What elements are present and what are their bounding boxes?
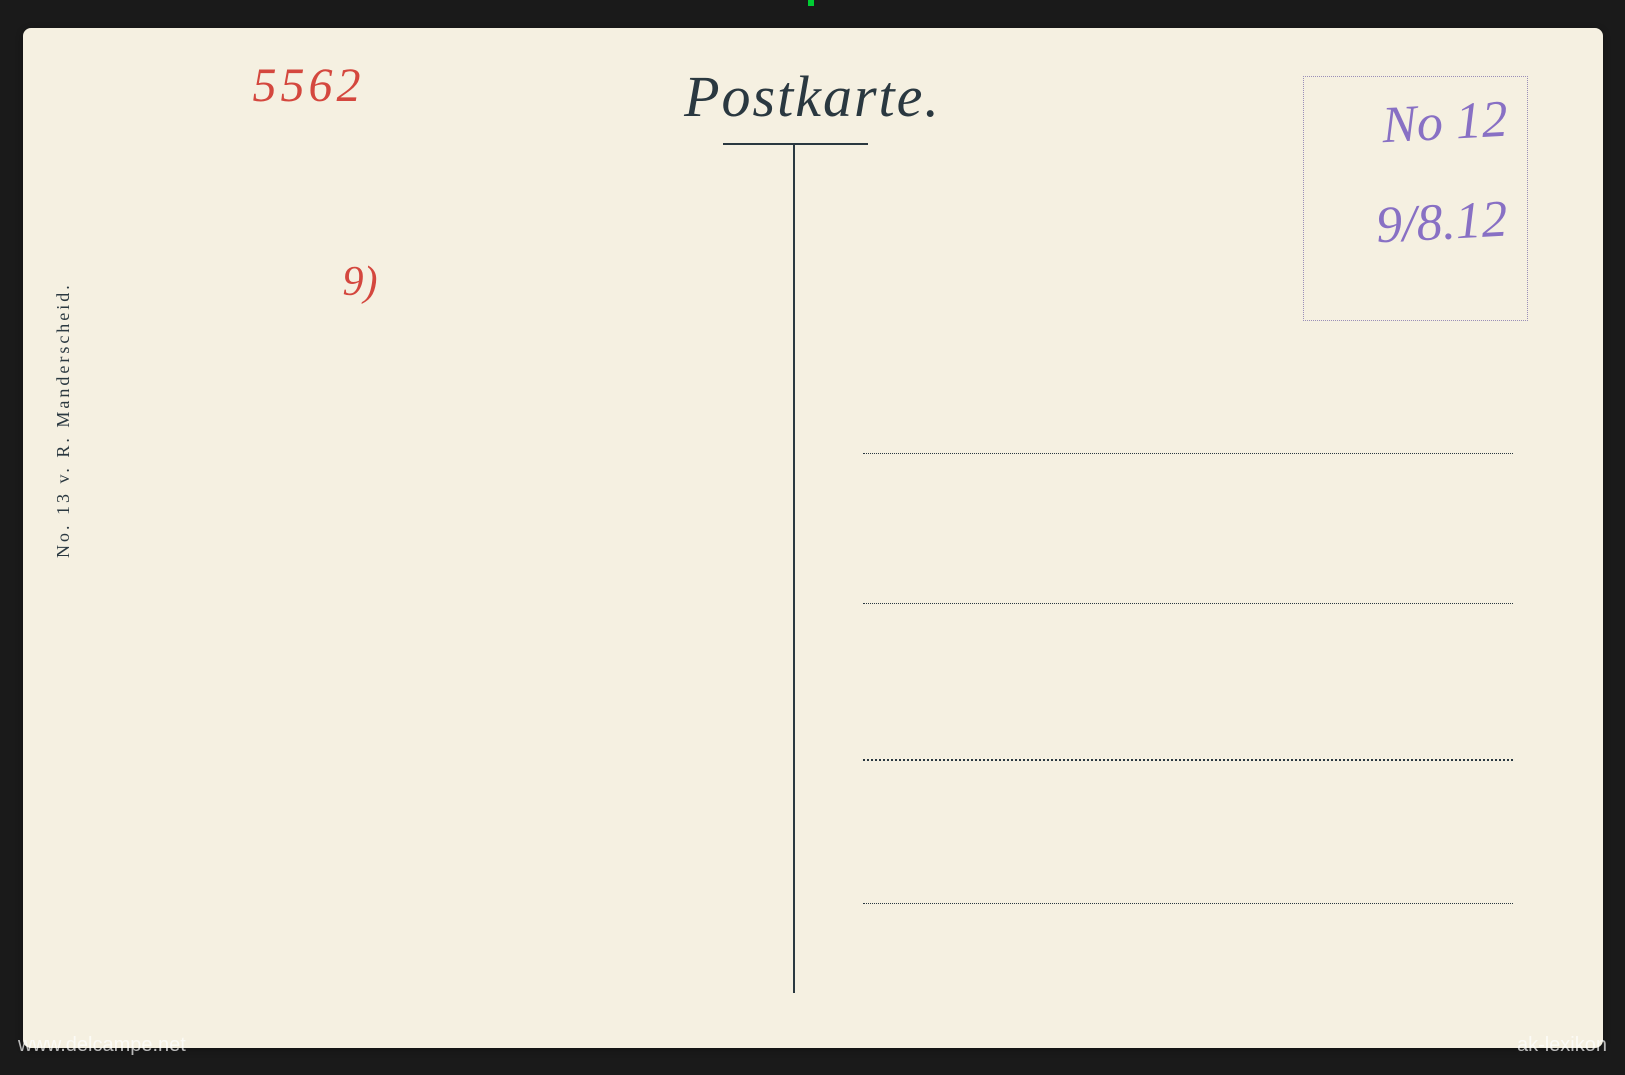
purple-handwriting-line2: 9/8.12 — [1375, 189, 1509, 255]
red-annotation-handwritten: 9) — [343, 258, 378, 306]
divider-top-bar — [723, 143, 868, 145]
postcard-title: Postkarte. — [684, 63, 941, 130]
postcard-back: Postkarte. 5562 9) No 12 9/8.12 No. 13 v… — [23, 28, 1603, 1048]
watermark-left: www.delcampe.net — [18, 1034, 186, 1057]
address-line-4 — [863, 903, 1513, 904]
address-line-1 — [863, 453, 1513, 454]
catalog-number-handwritten: 5562 — [253, 58, 365, 113]
address-line-2 — [863, 603, 1513, 604]
message-address-divider — [793, 143, 795, 993]
marker-dot — [808, 0, 814, 6]
publisher-imprint: No. 13 v. R. Manderscheid. — [53, 282, 74, 558]
purple-handwriting-line1: No 12 — [1380, 89, 1509, 154]
address-line-3 — [863, 758, 1513, 761]
watermark-right: ak-lexikon — [1517, 1034, 1607, 1057]
